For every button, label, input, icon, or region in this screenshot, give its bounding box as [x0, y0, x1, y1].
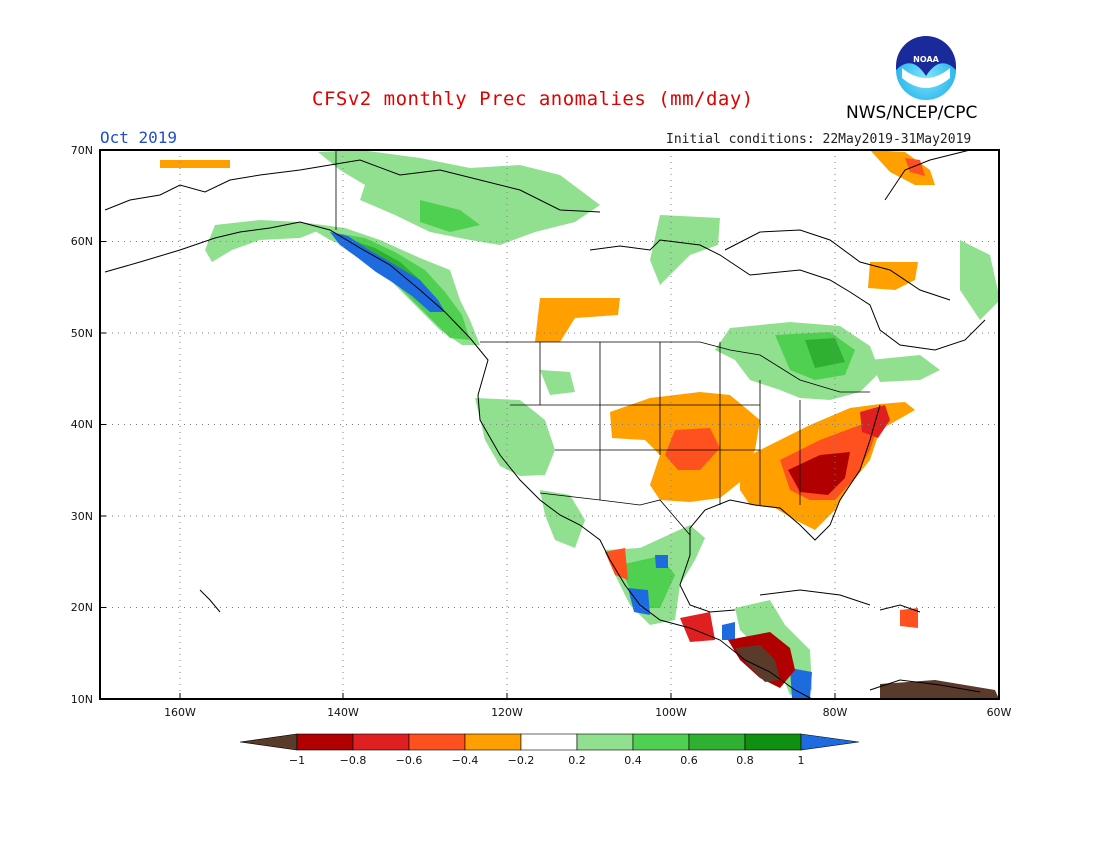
- dry-region-mexico-west: [605, 548, 628, 580]
- colorbar-segment: [520, 733, 578, 751]
- lat-label-10n: 10N: [71, 693, 93, 706]
- wet-region-mexico-blue2: [655, 555, 668, 568]
- colorbar-segment: [632, 733, 690, 751]
- lat-label-30n: 30N: [71, 510, 93, 523]
- agency-label: NWS/NCEP/CPC: [846, 103, 978, 123]
- lat-label-70n: 70N: [71, 144, 93, 157]
- wet-region-canada-mid: [420, 200, 480, 232]
- map-area: [100, 150, 999, 699]
- colorbar-tick-label: 0.4: [624, 754, 642, 767]
- lon-label-60w: 60W: [987, 706, 1012, 719]
- colorbar-tick-label: −0.4: [452, 754, 479, 767]
- dry-region-central-am-dark: [735, 645, 780, 682]
- lon-label-80w: 80W: [823, 706, 848, 719]
- map-title: CFSv2 monthly Prec anomalies (mm/day): [312, 88, 754, 110]
- dry-region-arctic: [160, 160, 230, 168]
- colorbar-tick-label: 0.8: [736, 754, 754, 767]
- longitude-ticks: [179, 693, 836, 699]
- wet-region-alaska: [205, 220, 320, 262]
- colorbar-segment: [408, 733, 466, 751]
- colorbar-tick-label: −0.8: [340, 754, 367, 767]
- colorbar-segment: [688, 733, 746, 751]
- colorbar-tick-label: −0.2: [508, 754, 535, 767]
- dry-region-greenland: [870, 150, 935, 185]
- dry-region-hispaniola: [900, 608, 918, 628]
- colorbar-tick-label: 1: [798, 754, 805, 767]
- longitude-labels: 160W 140W 120W 100W 80W 60W: [164, 706, 1011, 719]
- dry-region-saskatchewan: [535, 298, 620, 342]
- dry-region-venezuela: [880, 680, 999, 699]
- dry-region-labrador: [868, 262, 918, 290]
- lat-label-60n: 60N: [71, 235, 93, 248]
- colorbar-arrow-right: [800, 733, 860, 751]
- wet-region-bc-max: [330, 232, 445, 312]
- forecast-month: Oct 2019: [100, 128, 178, 147]
- colorbar-arrow-left: [239, 733, 298, 751]
- colorbar-tick-label: −1: [289, 754, 305, 767]
- dry-region-greenland-red: [905, 158, 925, 176]
- colorbar-segment: [352, 733, 410, 751]
- lon-label-100w: 100W: [655, 706, 687, 719]
- latitude-ticks: [100, 241, 106, 608]
- lat-label-40n: 40N: [71, 418, 93, 431]
- wet-region-central-america-blue2: [722, 622, 735, 640]
- dry-region-midwest-red: [665, 428, 720, 470]
- lat-label-50n: 50N: [71, 327, 93, 340]
- colorbar-tick-label: −0.6: [396, 754, 423, 767]
- wet-region-east-canada: [870, 355, 940, 382]
- colorbar: −1 −0.8 −0.6 −0.4 −0.2 0.2 0.4 0.6 0.8 1: [239, 733, 860, 767]
- political-borders: [335, 150, 870, 536]
- wet-region-central-america-blue: [790, 668, 812, 699]
- anomaly-shading: [160, 150, 999, 699]
- wet-region-yukon: [650, 215, 720, 285]
- colorbar-segment: [296, 733, 354, 751]
- noaa-logo-icon: NOAA: [896, 36, 956, 100]
- lon-label-140w: 140W: [327, 706, 359, 719]
- wet-region-baja: [540, 490, 585, 548]
- initial-conditions: Initial conditions: 22May2019-31May2019: [666, 132, 972, 147]
- lon-label-120w: 120W: [491, 706, 523, 719]
- colorbar-segment: [464, 733, 522, 751]
- lat-label-20n: 20N: [71, 601, 93, 614]
- colorbar-segment: [744, 733, 802, 751]
- colorbar-tick-label: 0.2: [568, 754, 586, 767]
- colorbar-tick-label: 0.6: [680, 754, 698, 767]
- wet-region-nova-scotia: [960, 240, 999, 320]
- latitude-labels: 70N 60N 50N 40N 30N 20N 10N: [71, 144, 93, 706]
- lon-label-160w: 160W: [164, 706, 196, 719]
- coastlines: [104, 150, 986, 699]
- wet-region-central: [540, 370, 575, 395]
- colorbar-segment: [576, 733, 634, 751]
- wet-region-us-west: [475, 398, 555, 476]
- wet-region-canada-north: [318, 150, 600, 245]
- noaa-logo-text: NOAA: [913, 55, 939, 64]
